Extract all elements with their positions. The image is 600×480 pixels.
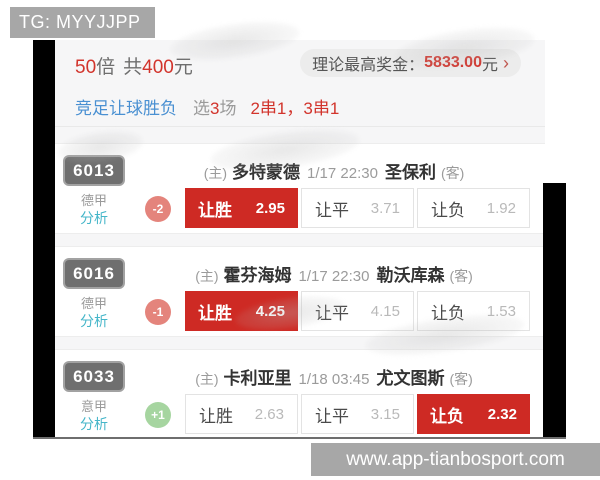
- match-code-badge: 6013: [65, 157, 123, 184]
- analysis-link[interactable]: 分析: [80, 313, 108, 329]
- prize-unit: 元: [481, 57, 498, 74]
- match-info: (主) 多特蒙德 1/17 22:30 圣保利 (客): [127, 158, 541, 183]
- prize-value: 5833.00: [424, 54, 482, 71]
- match-card-6016: 6016 德甲 分析 -1 (主) 霍芬海姆 1/17 22:30 勒沃库森 (客) 让…: [55, 246, 545, 337]
- total-value: 400: [142, 57, 174, 78]
- handicap-badge: +1: [145, 402, 171, 428]
- odds-cell-handicap-win[interactable]: 让胜 2.95: [185, 188, 298, 228]
- bet-type-label: 竞足让球胜负: [75, 99, 177, 118]
- odds-value: 4.15: [370, 302, 400, 320]
- max-prize-pill[interactable]: 理论最高奖金： 5833.00 元 ›: [300, 49, 521, 77]
- home-tag: (主): [195, 268, 219, 284]
- league-label: 德甲: [80, 296, 107, 311]
- match-code-badge: 6033: [65, 363, 123, 390]
- black-strip-right: [543, 183, 566, 437]
- home-tag: (主): [195, 371, 219, 387]
- odds-cell-handicap-lose[interactable]: 让负 1.53: [417, 291, 530, 331]
- black-strip-left: [33, 40, 55, 437]
- odds-cell-handicap-lose[interactable]: 让负 2.32: [417, 394, 530, 434]
- league-label: 德甲: [80, 193, 107, 208]
- total-prefix: 共: [123, 57, 143, 78]
- odds-value: 3.15: [370, 405, 400, 423]
- away-team: 尤文图斯: [376, 369, 445, 388]
- odds-label: 让负: [430, 406, 464, 426]
- odds-label: 让负: [431, 303, 465, 323]
- tg-watermark-label: TG: MYYJJPP: [10, 7, 155, 38]
- select-count: 3: [210, 99, 220, 118]
- handicap-badge: -2: [145, 196, 171, 222]
- analysis-link[interactable]: 分析: [80, 416, 108, 432]
- odds-cell-handicap-draw[interactable]: 让平 3.15: [301, 394, 414, 434]
- select-suffix: 场: [219, 99, 237, 118]
- odds-label: 让平: [315, 200, 349, 220]
- match-card-6013: 6013 德甲 分析 -2 (主) 多特蒙德 1/17 22:30 圣保利 (客) 让胜…: [55, 143, 545, 234]
- match-info: (主) 霍芬海姆 1/17 22:30 勒沃库森 (客): [127, 261, 541, 286]
- league-label: 意甲: [80, 399, 107, 414]
- odds-cell-handicap-win[interactable]: 让胜 4.25: [185, 291, 298, 331]
- match-datetime: 1/17 22:30: [307, 165, 378, 182]
- away-tag: (客): [449, 268, 473, 284]
- multiplier-value: 50: [75, 57, 97, 78]
- away-tag: (客): [440, 165, 465, 181]
- stake-summary: 50倍 共400元: [75, 52, 193, 79]
- odds-label: 让胜: [199, 406, 233, 426]
- odds-value: 1.53: [486, 302, 516, 320]
- match-datetime: 1/17 22:30: [298, 268, 370, 285]
- away-tag: (客): [449, 371, 473, 387]
- odds-value: 2.32: [487, 405, 517, 423]
- match-info: (主) 卡利亚里 1/18 03:45 尤文图斯 (客): [127, 364, 541, 389]
- home-team: 霍芬海姆: [223, 266, 292, 285]
- match-code-badge: 6016: [65, 260, 123, 287]
- analysis-link[interactable]: 分析: [80, 210, 108, 226]
- combo-options-label: 2串1，3串1: [250, 99, 340, 118]
- bet-filter-row: 竞足让球胜负 选3场 2串1，3串1: [75, 94, 339, 119]
- odds-label: 让胜: [198, 200, 232, 220]
- odds-value: 4.25: [255, 302, 285, 320]
- match-card-6033: 6033 意甲 分析 +1 (主) 卡利亚里 1/18 03:45 尤文图斯 (客) 让…: [55, 349, 545, 437]
- odds-cell-handicap-lose[interactable]: 让负 1.92: [417, 188, 530, 228]
- odds-cell-handicap-draw[interactable]: 让平 4.15: [301, 291, 414, 331]
- home-team: 卡利亚里: [223, 369, 292, 388]
- header-divider: [55, 126, 545, 127]
- odds-value: 1.92: [486, 199, 516, 217]
- prize-label: 理论最高奖金：: [312, 57, 425, 74]
- odds-value: 3.71: [370, 199, 400, 217]
- odds-value: 2.95: [255, 199, 285, 217]
- away-team: 圣保利: [384, 163, 436, 182]
- odds-value: 2.63: [254, 405, 284, 423]
- handicap-badge: -1: [145, 299, 171, 325]
- odds-label: 让胜: [198, 303, 232, 323]
- odds-cell-handicap-draw[interactable]: 让平 3.71: [301, 188, 414, 228]
- select-prefix: 选: [193, 99, 210, 118]
- total-unit: 元: [173, 57, 193, 78]
- match-datetime: 1/18 03:45: [298, 371, 370, 388]
- odds-cell-handicap-win[interactable]: 让胜 2.63: [185, 394, 298, 434]
- odds-label: 让负: [431, 200, 465, 220]
- odds-label: 让平: [315, 406, 349, 426]
- odds-label: 让平: [315, 303, 349, 323]
- multiplier-unit: 倍: [96, 57, 116, 78]
- bottom-frame-line: [33, 437, 566, 439]
- bet-slip-panel: 50倍 共400元 理论最高奖金： 5833.00 元 › 竞足让球胜负 选3场 2串1，3…: [55, 40, 545, 437]
- away-team: 勒沃库森: [376, 266, 445, 285]
- chevron-right-icon: ›: [503, 52, 509, 73]
- site-watermark-bar: www.app-tianbosport.com: [311, 443, 600, 476]
- home-team: 多特蒙德: [232, 163, 301, 182]
- home-tag: (主): [203, 165, 228, 181]
